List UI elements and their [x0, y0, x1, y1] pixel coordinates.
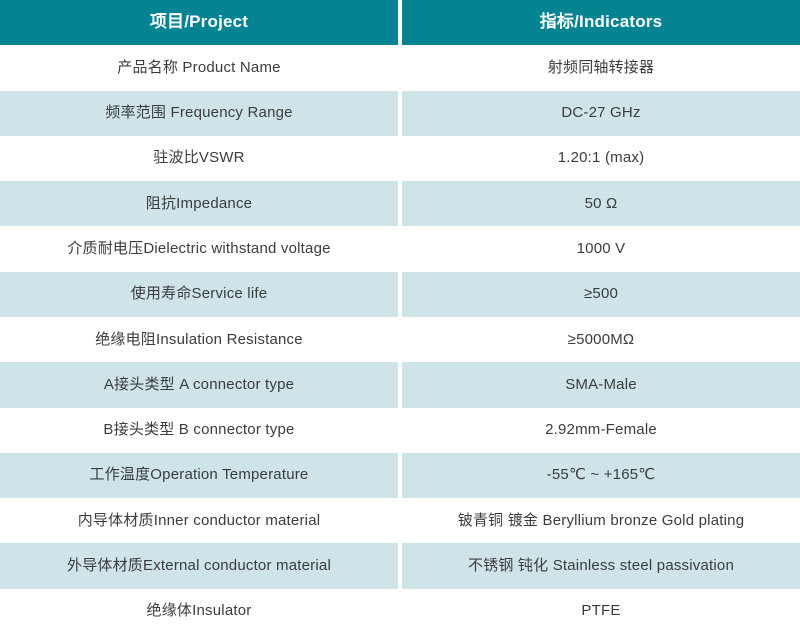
indicator-cell: ≥5000MΩ: [402, 316, 800, 363]
indicator-cell: -55℃ ~ +165℃: [402, 452, 800, 499]
table-row-insulation-resistance: 绝缘电阻Insulation Resistance ≥5000MΩ: [0, 316, 800, 363]
project-cell: 工作温度Operation Temperature: [0, 452, 398, 499]
indicator-cell: 50 Ω: [402, 181, 800, 227]
header-cell-project: 项目/Project: [0, 0, 398, 46]
table-row-a-connector-type: A接头类型 A connector type SMA-Male: [0, 362, 800, 408]
project-cell: 使用寿命Service life: [0, 271, 398, 317]
project-cell: 绝缘电阻Insulation Resistance: [0, 316, 398, 363]
table-header-row: 项目/Project 指标/Indicators: [0, 0, 800, 46]
indicator-cell: 不锈钢 钝化 Stainless steel passivation: [402, 543, 800, 589]
project-cell: B接头类型 B connector type: [0, 407, 398, 453]
project-cell: 阻抗Impedance: [0, 181, 398, 227]
table-row-vswr: 驻波比VSWR 1.20:1 (max): [0, 135, 800, 182]
indicator-cell: PTFE: [402, 588, 800, 634]
project-cell: 绝缘体Insulator: [0, 588, 398, 634]
table-row-service-life: 使用寿命Service life ≥500: [0, 271, 800, 317]
project-cell: 外导体材质External conductor material: [0, 543, 398, 589]
table-row-product-name: 产品名称 Product Name 射频同轴转接器: [0, 45, 800, 91]
table-row-dielectric-voltage: 介质耐电压Dielectric withstand voltage 1000 V: [0, 226, 800, 272]
project-cell: A接头类型 A connector type: [0, 362, 398, 408]
project-cell: 介质耐电压Dielectric withstand voltage: [0, 226, 398, 272]
indicator-cell: ≥500: [402, 271, 800, 317]
table-row-inner-conductor-material: 内导体材质Inner conductor material 铍青铜 镀金 Ber…: [0, 498, 800, 544]
header-cell-indicators: 指标/Indicators: [402, 0, 800, 46]
indicator-cell: 铍青铜 镀金 Beryllium bronze Gold plating: [402, 498, 800, 544]
indicator-cell: 2.92mm-Female: [402, 407, 800, 453]
project-cell: 产品名称 Product Name: [0, 45, 398, 91]
table-row-impedance: 阻抗Impedance 50 Ω: [0, 181, 800, 227]
table-row-external-conductor-material: 外导体材质External conductor material 不锈钢 钝化 …: [0, 543, 800, 589]
table-row-b-connector-type: B接头类型 B connector type 2.92mm-Female: [0, 407, 800, 453]
indicator-cell: 1000 V: [402, 226, 800, 272]
indicator-cell: DC-27 GHz: [402, 90, 800, 136]
project-cell: 内导体材质Inner conductor material: [0, 498, 398, 544]
table-row-frequency-range: 频率范围 Frequency Range DC-27 GHz: [0, 90, 800, 136]
indicator-cell: 1.20:1 (max): [402, 135, 800, 182]
indicator-cell: 射频同轴转接器: [402, 45, 800, 91]
table-row-insulator: 绝缘体Insulator PTFE: [0, 588, 800, 634]
indicator-cell: SMA-Male: [402, 362, 800, 408]
table-row-operation-temperature: 工作温度Operation Temperature -55℃ ~ +165℃: [0, 452, 800, 499]
project-cell: 频率范围 Frequency Range: [0, 90, 398, 136]
project-cell: 驻波比VSWR: [0, 135, 398, 182]
